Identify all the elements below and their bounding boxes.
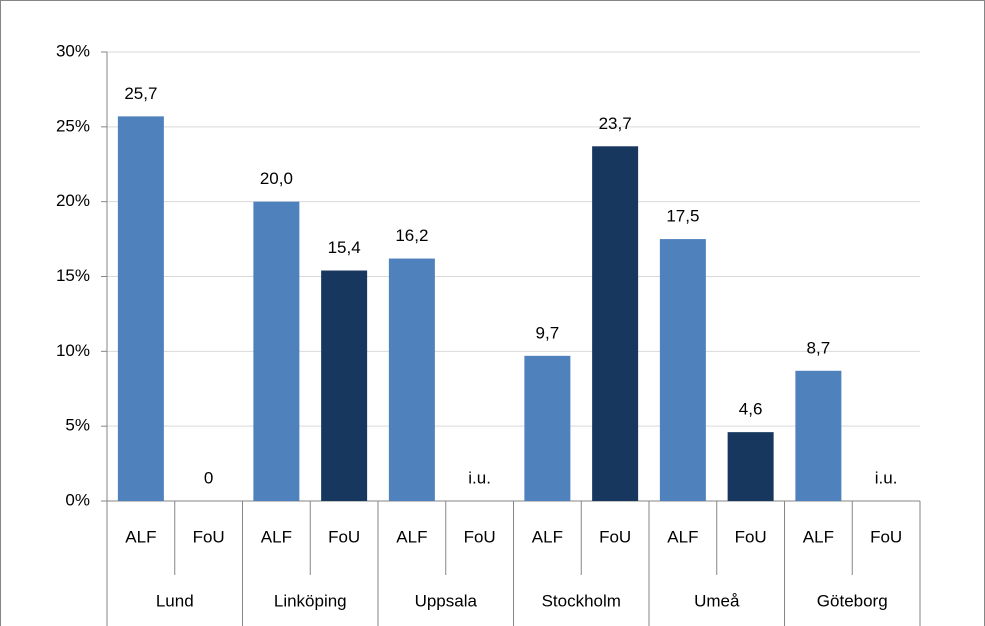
y-tick-label: 25%	[56, 116, 90, 135]
data-label: 4,6	[739, 400, 763, 419]
data-label: i.u.	[468, 468, 491, 487]
data-label: 16,2	[395, 226, 428, 245]
bar	[321, 270, 368, 501]
y-tick-label: 5%	[65, 416, 90, 435]
x-tick-label: FoU	[599, 527, 631, 546]
y-tick-label: 0%	[65, 490, 90, 509]
data-label: 8,7	[807, 338, 831, 357]
data-label: 0	[204, 468, 213, 487]
x-tick-label: FoU	[870, 527, 902, 546]
y-tick-label: 10%	[56, 341, 90, 360]
data-label: 9,7	[536, 323, 560, 342]
data-label: 20,0	[260, 169, 293, 188]
x-tick-label: ALF	[667, 527, 698, 546]
group-label: Göteborg	[817, 591, 888, 610]
group-label: Linköping	[274, 591, 347, 610]
y-tick-label: 15%	[56, 266, 90, 285]
x-tick-label: FoU	[193, 527, 225, 546]
bar	[727, 432, 774, 501]
group-label: Uppsala	[415, 591, 478, 610]
y-tick-label: 30%	[56, 41, 90, 60]
data-label: 17,5	[666, 207, 699, 226]
x-tick-label: ALF	[125, 527, 156, 546]
x-tick-label: ALF	[532, 527, 563, 546]
x-tick-label: FoU	[464, 527, 496, 546]
bar	[795, 370, 842, 501]
bar	[117, 116, 164, 502]
x-tick-label: ALF	[396, 527, 427, 546]
group-label: Stockholm	[542, 591, 621, 610]
group-label: Umeå	[694, 591, 740, 610]
x-tick-label: ALF	[803, 527, 834, 546]
data-label: 23,7	[599, 114, 632, 133]
y-tick-label: 20%	[56, 191, 90, 210]
x-tick-label: FoU	[735, 527, 767, 546]
bar	[388, 258, 435, 501]
bar	[524, 355, 571, 501]
data-label: i.u.	[875, 468, 898, 487]
bar	[659, 239, 706, 502]
group-label: Lund	[156, 591, 194, 610]
bar	[253, 201, 300, 501]
data-label: 15,4	[328, 238, 361, 257]
data-label: 25,7	[124, 84, 157, 103]
bar	[592, 146, 639, 502]
x-tick-label: FoU	[328, 527, 360, 546]
x-tick-label: ALF	[261, 527, 292, 546]
